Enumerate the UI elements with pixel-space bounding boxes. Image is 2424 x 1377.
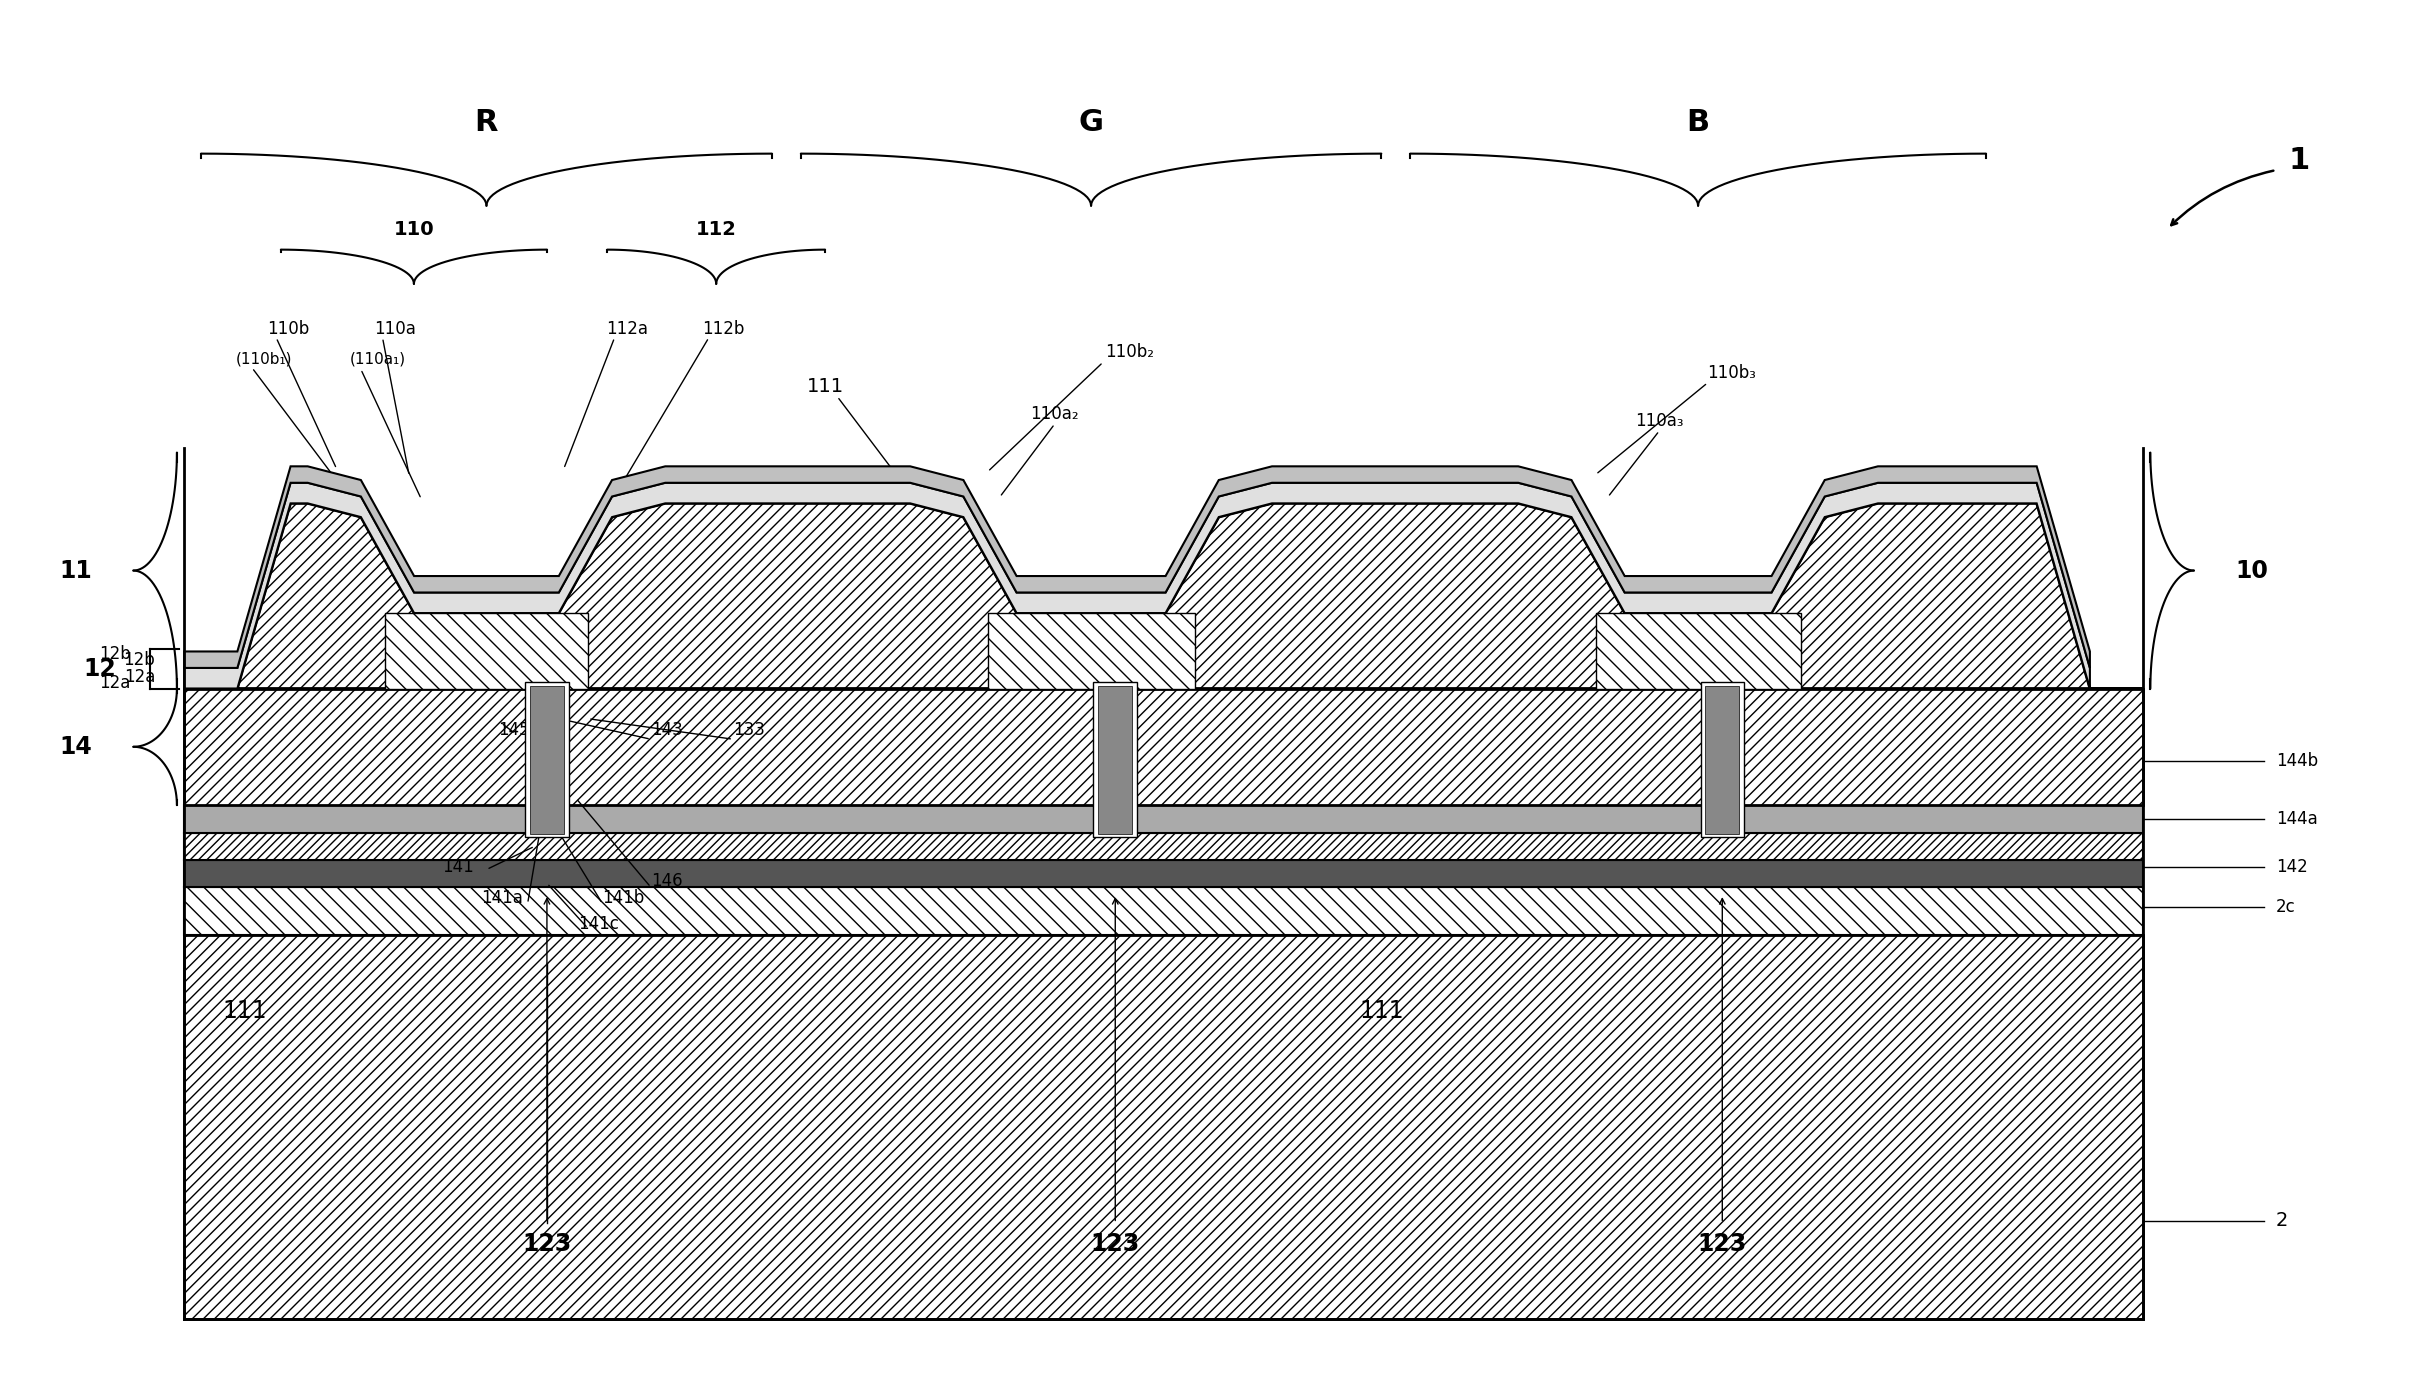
Bar: [531, 686, 565, 834]
Bar: [987, 613, 1195, 688]
Polygon shape: [184, 504, 2143, 688]
Bar: [184, 806, 2143, 833]
Bar: [184, 859, 2143, 887]
Text: 143: 143: [652, 720, 684, 738]
Text: 141c: 141c: [579, 916, 618, 934]
Text: 141: 141: [444, 858, 475, 876]
Text: 110b: 110b: [267, 321, 310, 339]
Text: 11: 11: [58, 559, 92, 582]
Text: 123: 123: [1091, 1232, 1139, 1256]
Text: 123: 123: [521, 1232, 572, 1256]
Text: 144a: 144a: [2276, 810, 2317, 828]
Bar: [1706, 686, 1740, 834]
Text: G: G: [1079, 109, 1103, 138]
Bar: [184, 688, 2143, 806]
Text: 145: 145: [499, 720, 531, 738]
Text: 12a: 12a: [99, 673, 131, 693]
Text: 123: 123: [1697, 1232, 1748, 1256]
Text: 110a: 110a: [373, 321, 415, 339]
Bar: [1702, 682, 1743, 837]
Text: 142: 142: [2276, 858, 2308, 876]
Text: R: R: [475, 109, 499, 138]
Text: (110b₁): (110b₁): [235, 353, 293, 366]
Text: 144b: 144b: [2276, 752, 2317, 770]
Text: 110a₃: 110a₃: [1636, 412, 1685, 430]
Polygon shape: [184, 483, 2089, 688]
Bar: [1098, 686, 1132, 834]
Bar: [1595, 613, 1801, 688]
Bar: [184, 935, 2143, 1319]
Text: 110: 110: [393, 220, 434, 238]
Bar: [385, 613, 589, 688]
Text: 146: 146: [652, 872, 684, 890]
Bar: [184, 833, 2143, 859]
Text: 111: 111: [223, 998, 267, 1023]
Text: 111: 111: [1360, 998, 1403, 1023]
Text: B: B: [1687, 109, 1709, 138]
Bar: [526, 682, 570, 837]
Text: 110b₂: 110b₂: [1105, 343, 1154, 362]
Text: 110a₂: 110a₂: [1030, 405, 1079, 423]
Text: 133: 133: [732, 720, 766, 738]
Bar: [1093, 682, 1137, 837]
Text: 1: 1: [2288, 146, 2310, 175]
Text: 112b: 112b: [703, 321, 744, 339]
Text: 2: 2: [2276, 1212, 2288, 1230]
Text: 112: 112: [696, 220, 737, 238]
Text: 12a: 12a: [124, 668, 155, 686]
Text: 12b: 12b: [124, 651, 155, 669]
Text: 141b: 141b: [604, 890, 645, 907]
Text: 110b₃: 110b₃: [1706, 364, 1757, 381]
Text: 10: 10: [2235, 559, 2269, 582]
Text: 12: 12: [82, 657, 116, 680]
Text: 14: 14: [58, 735, 92, 759]
Bar: [184, 887, 2143, 935]
Polygon shape: [184, 467, 2089, 668]
Text: 12b: 12b: [99, 646, 131, 664]
Text: 111: 111: [807, 377, 844, 397]
Text: 112a: 112a: [606, 321, 647, 339]
Text: 2c: 2c: [2276, 898, 2296, 916]
Text: 141a: 141a: [480, 890, 524, 907]
Text: (110a₁): (110a₁): [349, 353, 405, 366]
